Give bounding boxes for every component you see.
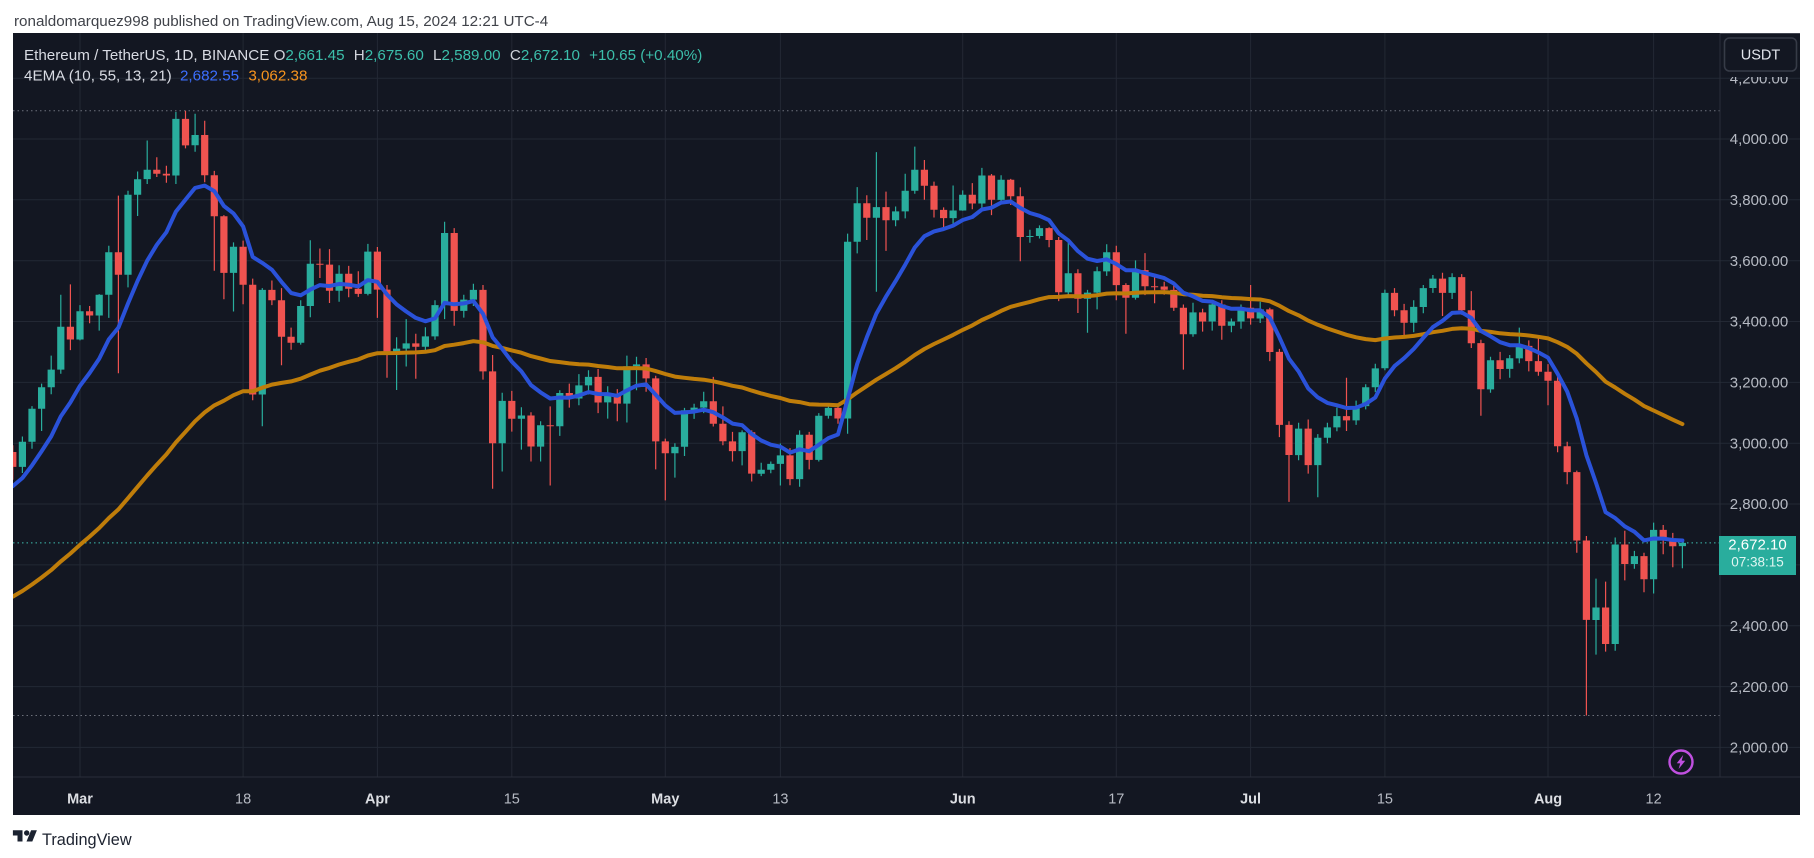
- svg-text:3,000.00: 3,000.00: [1730, 435, 1788, 452]
- svg-text:3,400.00: 3,400.00: [1730, 314, 1788, 331]
- svg-text:TradingView: TradingView: [42, 831, 132, 849]
- svg-text:4,200.00: 4,200.00: [1730, 70, 1788, 87]
- svg-text:17: 17: [1108, 792, 1124, 808]
- svg-text:4EMA (10, 55, 13, 21) 2,682.55: 4EMA (10, 55, 13, 21) 2,682.55 3,062.38: [24, 68, 307, 85]
- svg-text:Aug: Aug: [1534, 792, 1562, 808]
- svg-text:15: 15: [504, 792, 520, 808]
- svg-text:Jun: Jun: [950, 792, 976, 808]
- svg-text:2,400.00: 2,400.00: [1730, 618, 1788, 635]
- svg-text:Ethereum / TetherUS, 1D, BINAN: Ethereum / TetherUS, 1D, BINANCE O2,661.…: [24, 47, 702, 64]
- svg-text:3,200.00: 3,200.00: [1730, 375, 1788, 392]
- svg-text:Jul: Jul: [1240, 792, 1261, 808]
- svg-text:ronaldomarquez998 published on: ronaldomarquez998 published on TradingVi…: [14, 13, 548, 30]
- svg-text:07:38:15: 07:38:15: [1731, 555, 1784, 570]
- svg-text:13: 13: [772, 792, 788, 808]
- svg-text:3,600.00: 3,600.00: [1730, 253, 1788, 270]
- svg-text:May: May: [651, 792, 679, 808]
- svg-text:3,800.00: 3,800.00: [1730, 192, 1788, 209]
- svg-text:Apr: Apr: [365, 792, 390, 808]
- svg-text:2,672.10: 2,672.10: [1728, 537, 1786, 554]
- svg-text:15: 15: [1377, 792, 1393, 808]
- svg-text:USDT: USDT: [1741, 48, 1781, 64]
- svg-text:2,000.00: 2,000.00: [1730, 740, 1788, 757]
- svg-text:4,000.00: 4,000.00: [1730, 131, 1788, 148]
- svg-text:2,200.00: 2,200.00: [1730, 679, 1788, 696]
- svg-text:12: 12: [1646, 792, 1662, 808]
- svg-text:2,800.00: 2,800.00: [1730, 496, 1788, 513]
- svg-text:18: 18: [235, 792, 251, 808]
- svg-text:Mar: Mar: [67, 792, 93, 808]
